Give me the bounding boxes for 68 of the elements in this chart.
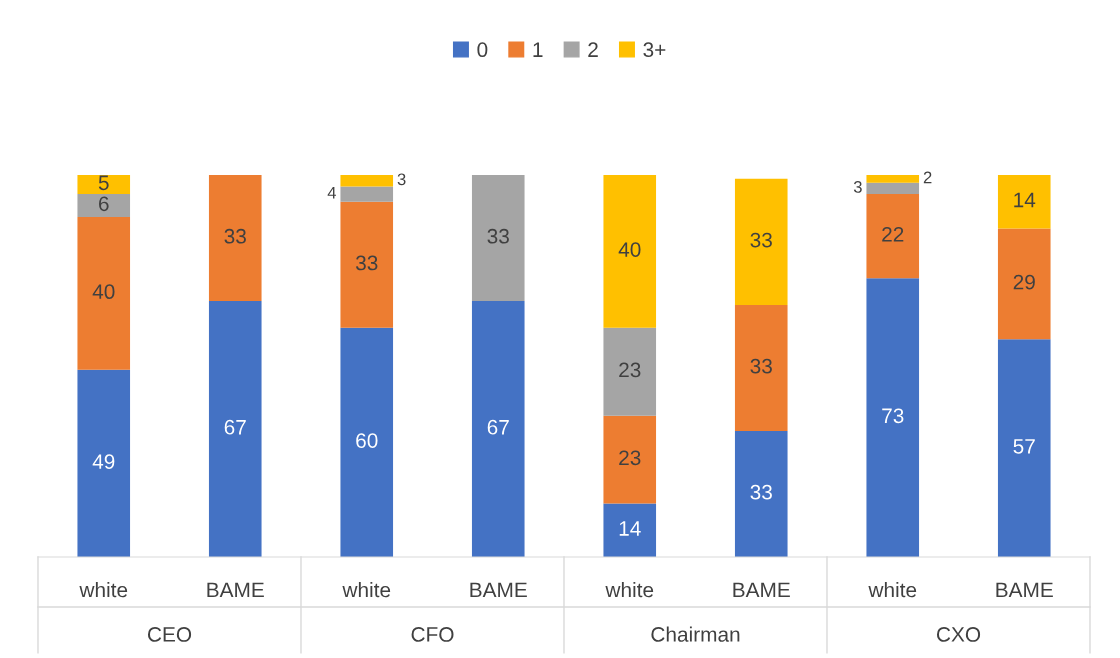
data-label: 67 [487, 419, 509, 435]
data-label: 3 [397, 173, 406, 186]
text: CEO [147, 627, 192, 642]
bar [997, 175, 1051, 229]
bar [340, 327, 394, 557]
data-label: 23 [619, 450, 641, 466]
bar [340, 175, 394, 187]
bar [77, 217, 131, 370]
bar [471, 175, 525, 302]
legend-label: 2 [588, 42, 598, 57]
bar [77, 175, 131, 195]
data-label: 33 [224, 228, 246, 244]
bar [77, 194, 131, 218]
data-label: 60 [356, 433, 378, 448]
legend-label: 0 [477, 42, 488, 58]
data-label: 33 [487, 228, 509, 244]
x-tick-label: white [868, 582, 917, 598]
data-label: 40 [92, 284, 115, 300]
bar [603, 175, 657, 328]
bar [866, 278, 920, 557]
bar [734, 430, 788, 557]
data-label: 3 [853, 181, 862, 193]
data-label: 22 [882, 226, 904, 242]
data-label: 29 [1013, 274, 1035, 290]
data-label: 5 [98, 175, 109, 191]
data-label: 23 [619, 362, 641, 378]
x-tick-label: BAME [996, 582, 1053, 598]
bar [340, 186, 394, 202]
text: CXO [936, 627, 981, 642]
legend-label: 1 [533, 42, 543, 57]
legend-label: 3+ [643, 42, 666, 58]
bar [208, 175, 262, 302]
bar [734, 304, 788, 431]
data-label: 33 [750, 358, 772, 374]
data-label: 40 [618, 242, 641, 257]
data-label: 33 [750, 484, 772, 500]
x-tick-label: white [605, 582, 654, 598]
data-label: 14 [619, 521, 641, 536]
bar [734, 178, 788, 305]
data-label: 33 [750, 232, 772, 248]
bar [866, 175, 920, 183]
data-label: 67 [224, 419, 246, 435]
bar [340, 201, 394, 328]
data-label: 49 [92, 454, 115, 469]
bar [603, 327, 657, 416]
bar [471, 301, 525, 557]
data-label: 4 [327, 186, 337, 199]
data-label: 6 [99, 196, 109, 212]
data-label: 14 [1014, 192, 1036, 208]
bar [997, 339, 1051, 557]
data-label: 73 [882, 408, 904, 424]
x-tick-label: white [342, 582, 391, 598]
data-label: 57 [1013, 439, 1035, 454]
bar [603, 503, 657, 557]
bar [208, 301, 262, 557]
bar [997, 228, 1051, 340]
x-tick-label: white [79, 582, 128, 598]
x-tick-label: BAME [470, 582, 527, 598]
bar [77, 369, 131, 557]
bar [603, 415, 657, 504]
x-tick-label: BAME [733, 582, 790, 598]
bar [866, 194, 920, 279]
text: Chairman [651, 626, 740, 642]
data-label: 33 [355, 255, 378, 271]
data-label: 2 [923, 171, 932, 184]
text: CFO [411, 627, 454, 642]
bar [866, 182, 920, 195]
x-tick-label: BAME [207, 582, 264, 598]
